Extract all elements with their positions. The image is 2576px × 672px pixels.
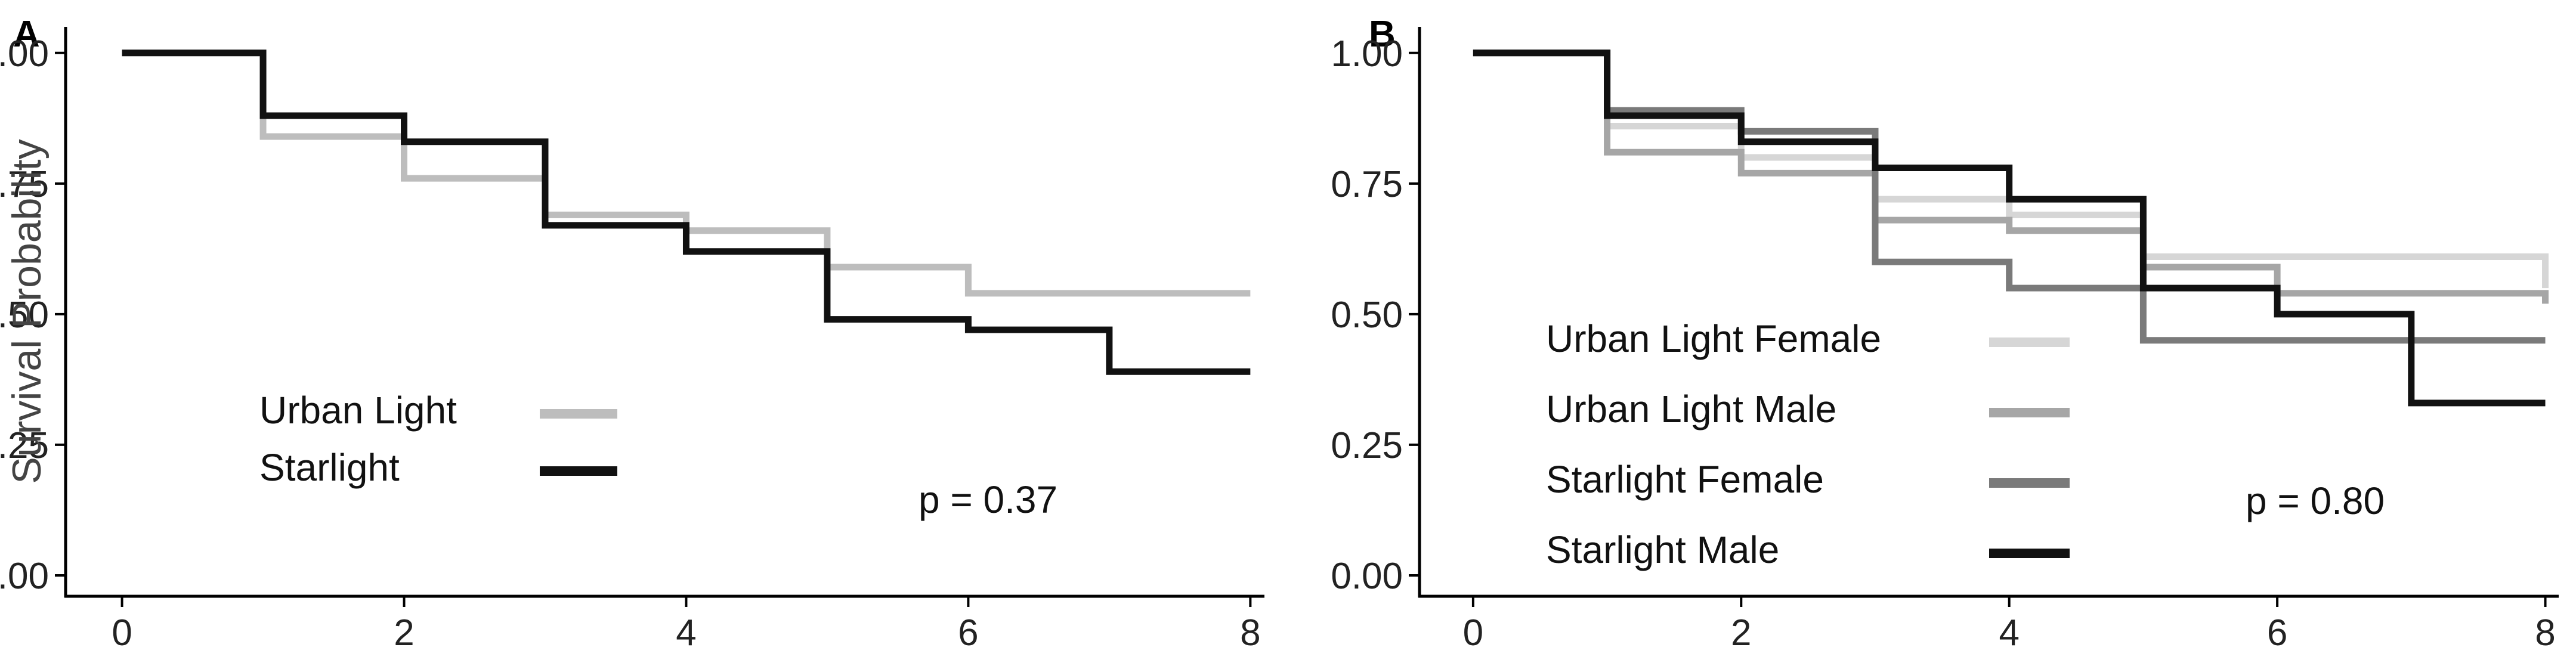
x-tick-label: 4 <box>1999 612 2019 654</box>
y-tick-label: 0.25 <box>1331 425 1403 466</box>
x-tick-label: 0 <box>1463 612 1483 654</box>
y-tick-label: 0.25 <box>0 425 49 466</box>
y-tick-label: 0.00 <box>0 556 49 597</box>
x-tick-label: 6 <box>2267 612 2287 654</box>
y-tick-label: 0.50 <box>1331 295 1403 336</box>
series-line-starlight <box>122 49 1251 375</box>
p-value-annotation: p = 0.37 <box>919 478 1057 521</box>
p-value-annotation: p = 0.80 <box>2246 479 2385 522</box>
x-tick-label: 8 <box>1240 612 1260 654</box>
y-axis-label: Survival Probability <box>4 139 50 484</box>
legend-label: Starlight Male <box>1546 528 1779 571</box>
y-tick-label: 1.00 <box>1331 33 1403 75</box>
x-tick-label: 2 <box>394 612 414 654</box>
y-tick-label: 0.00 <box>1331 556 1403 597</box>
x-tick-label: 8 <box>2535 612 2555 654</box>
panel-letter: B <box>1369 14 1396 55</box>
panel-letter: A <box>13 14 40 55</box>
y-tick-label: 0.75 <box>0 164 49 205</box>
x-tick-label: 2 <box>1731 612 1751 654</box>
panel-b: B 0.00 0.25 0.50 0.75 1.00 0 2 4 6 8 Urban Light Fe… <box>1331 14 2559 654</box>
x-tick-label: 4 <box>676 612 696 654</box>
legend-label: Urban Light Female <box>1546 317 1881 360</box>
legend-label: Starlight <box>259 446 400 489</box>
x-tick-label: 0 <box>112 612 132 654</box>
series-line-urban-light-male <box>1473 49 2549 304</box>
panel-a: A 0.00 0.25 0.50 0.75 1.00 0 2 4 6 8 Survival Proba… <box>0 14 1264 654</box>
legend-label: Urban Light <box>259 389 457 432</box>
y-tick-label: 0.50 <box>0 295 49 336</box>
legend-label: Starlight Female <box>1546 458 1824 501</box>
x-tick-label: 6 <box>958 612 978 654</box>
y-tick-label: 0.75 <box>1331 164 1403 205</box>
legend-label: Urban Light Male <box>1546 388 1836 431</box>
series-line-urban-light <box>122 49 1251 297</box>
y-tick-label: 1.00 <box>0 33 49 75</box>
series-line-starlight-male <box>1473 49 2546 407</box>
